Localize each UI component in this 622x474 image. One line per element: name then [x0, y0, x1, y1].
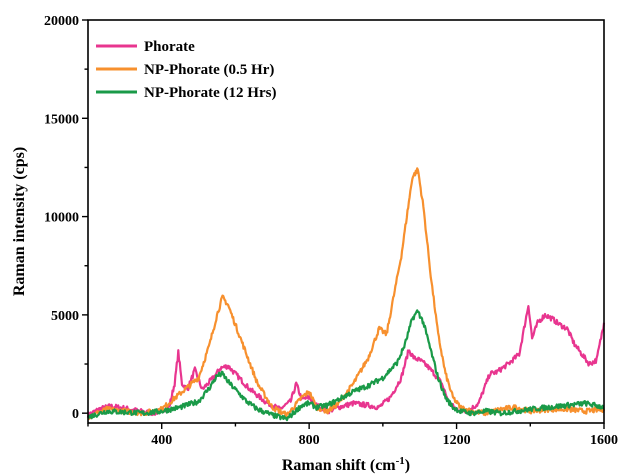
- y-tick-label: 0: [72, 407, 79, 422]
- legend: Phorate NP-Phorate (0.5 Hr) NP-Phorate (12…: [96, 39, 276, 101]
- x-tick-label: 800: [299, 433, 320, 448]
- y-tick-label: 10000: [44, 211, 79, 226]
- x-tick-label: 400: [151, 433, 172, 448]
- x-axis-title-main: Raman shift (cm: [282, 457, 396, 474]
- y-tick-label: 20000: [44, 14, 79, 29]
- axis-ticks: [82, 19, 605, 429]
- series-line-1: [86, 305, 606, 418]
- x-tick-label: 1600: [590, 433, 618, 448]
- legend-label-3: NP-Phorate (12 Hrs): [144, 85, 276, 101]
- legend-label-1: Phorate: [144, 39, 195, 55]
- plot-lines: [86, 167, 606, 422]
- x-axis-title: Raman shift (cm-1): [282, 455, 410, 474]
- plot-frame: [87, 19, 605, 424]
- x-axis-title-sup: -1: [396, 455, 405, 467]
- x-tick-label: 1200: [443, 433, 471, 448]
- legend-label-2: NP-Phorate (0.5 Hr): [144, 62, 274, 78]
- tick-labels: 400 800 1200 1600 0 5000 10000 15000 20000: [44, 14, 618, 448]
- x-axis-title-close: ): [405, 457, 410, 474]
- y-tick-label: 5000: [51, 309, 79, 324]
- series-line-3: [86, 309, 605, 422]
- y-tick-label: 15000: [44, 112, 79, 127]
- y-axis-title: Raman intensity (cps): [11, 147, 28, 296]
- series-line-2: [87, 167, 606, 421]
